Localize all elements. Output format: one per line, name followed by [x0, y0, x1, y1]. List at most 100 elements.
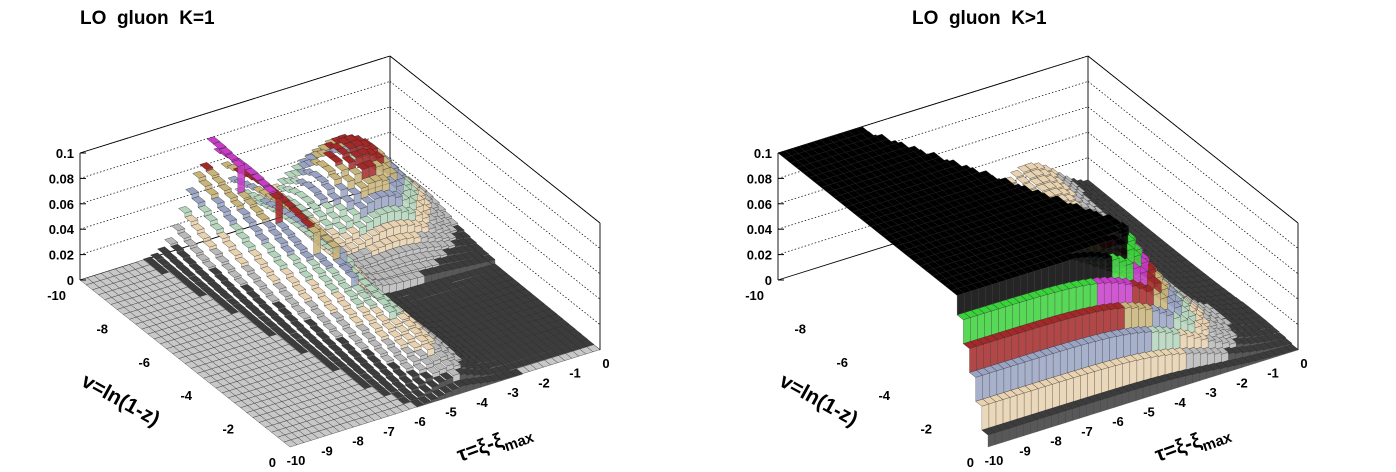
- tau-tick-label: -9: [1019, 443, 1031, 458]
- surface-wall: [1045, 384, 1053, 411]
- surface-wall: [1038, 355, 1047, 382]
- surface-wall: [1089, 311, 1097, 337]
- v-tick-label: -6: [836, 355, 848, 370]
- frame-edge: [1087, 55, 1299, 224]
- surface-wall: [1101, 367, 1109, 394]
- panel-k1: LO gluon K=1 0 0.02 0.04 0.06 0.08 0.1 -10 -8 -6…: [47, 8, 609, 471]
- surface-cell: [327, 355, 342, 363]
- surface-wall: [1095, 339, 1103, 365]
- surface-wall: [1005, 304, 1013, 331]
- surface-cell: [383, 393, 398, 402]
- surface-cell: [225, 297, 240, 306]
- surface-wall: [1151, 330, 1159, 353]
- surface-cell: [156, 258, 171, 266]
- surface-cell: [257, 315, 272, 323]
- frame-edge: [79, 55, 391, 154]
- tau-axis-subscript: max: [502, 429, 537, 455]
- v-tick-label: -8: [794, 321, 806, 336]
- grid-line: [389, 157, 601, 325]
- tau-tick-label: -7: [1081, 424, 1093, 439]
- chart-title-kgt1: LO gluon K>1: [912, 8, 1047, 29]
- surface-wall: [1032, 326, 1041, 354]
- surface-wall: [1047, 292, 1056, 319]
- surface-wall: [1131, 306, 1139, 329]
- grid-line: [1087, 81, 1299, 249]
- surface-wall: [1144, 330, 1152, 354]
- surface-wall: [1051, 412, 1059, 428]
- surface-wall: [1006, 277, 1014, 300]
- surface-cell: [244, 313, 259, 322]
- surface-cell: [314, 353, 329, 362]
- surface-wall: [1111, 258, 1120, 280]
- tau-tick-label: -2: [1236, 375, 1248, 390]
- surface-cell: [345, 371, 360, 379]
- surface-wall: [1075, 314, 1083, 341]
- surface-cell: [206, 291, 221, 299]
- grid-line: [777, 81, 1089, 179]
- surface-wall: [989, 370, 997, 398]
- surface-wall: [1072, 406, 1080, 421]
- surface-wall: [1185, 352, 1194, 371]
- surface-wall: [1128, 389, 1137, 404]
- v-tick-label: -10: [47, 288, 66, 303]
- surface-wall: [1024, 359, 1033, 387]
- surface-wall: [1125, 282, 1133, 305]
- surface-wall: [996, 368, 1004, 395]
- grid-line: [389, 106, 601, 275]
- surface-wall: [1114, 393, 1123, 408]
- surface-wall: [1061, 288, 1070, 315]
- surface-wall: [1074, 344, 1082, 372]
- v-tick-label: -4: [180, 388, 192, 403]
- surface-wall: [1038, 386, 1046, 413]
- v-tick-label: 0: [967, 455, 974, 470]
- surface-wall: [1053, 320, 1062, 347]
- surface-wall: [1052, 381, 1060, 409]
- surface-wall: [1034, 268, 1042, 292]
- surface-cell: [276, 331, 291, 339]
- surface-cell: [206, 136, 221, 144]
- surface-cell: [270, 325, 285, 334]
- surface-wall: [275, 197, 283, 225]
- v-tick-label: -10: [745, 288, 764, 303]
- surface-wall: [1137, 331, 1145, 355]
- surface-wall: [997, 337, 1005, 364]
- surface-wall: [956, 293, 965, 316]
- tau-tick-label: -3: [1205, 385, 1217, 400]
- surface-wall: [1179, 333, 1188, 350]
- surface-wall: [1130, 332, 1138, 356]
- surface-kgt1: [777, 126, 1299, 448]
- tau-tick-label: -9: [321, 443, 333, 458]
- surface-wall: [982, 372, 990, 400]
- surface-wall: [1124, 306, 1132, 330]
- surface-cell: [365, 378, 380, 386]
- surface-wall: [1044, 415, 1052, 430]
- surface-wall: [1178, 375, 1186, 388]
- surface-cell: [263, 320, 278, 328]
- grid-line: [1087, 157, 1299, 325]
- surface-wall: [1123, 333, 1131, 358]
- surface-wall: [978, 286, 986, 309]
- surface-wall: [1086, 401, 1094, 417]
- z-tick-label: 0: [67, 273, 74, 288]
- surface-k1: [79, 133, 601, 448]
- surface-wall: [1065, 408, 1073, 423]
- surface-wall: [1172, 332, 1181, 351]
- surface-wall: [1010, 364, 1019, 391]
- surface-wall: [1119, 260, 1127, 281]
- surface-wall: [1158, 330, 1167, 352]
- surface-wall: [1171, 352, 1180, 374]
- surface-wall: [1039, 324, 1048, 351]
- surface-wall: [1066, 377, 1074, 404]
- surface-cell: [371, 383, 386, 392]
- surface-wall: [1145, 307, 1153, 329]
- surface-wall: [1011, 333, 1019, 360]
- surface-wall: [1178, 352, 1187, 372]
- surface-wall: [1059, 379, 1067, 407]
- surface-cell: [150, 252, 165, 261]
- surface-wall: [1200, 351, 1208, 368]
- surface-cell: [250, 318, 265, 327]
- surface-wall: [1094, 369, 1102, 396]
- tau-tick-label: -6: [414, 414, 426, 429]
- surface-wall: [988, 401, 997, 429]
- surface-cell: [218, 301, 233, 310]
